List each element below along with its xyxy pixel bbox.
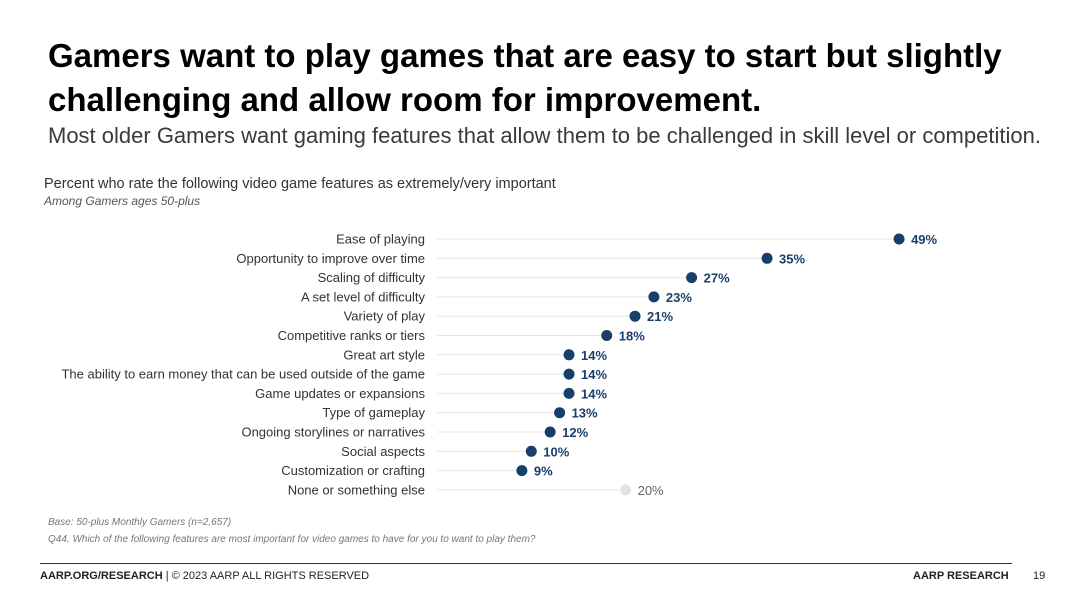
data-label: 14% [581,367,607,382]
category-label: Social aspects [341,444,425,459]
data-point [601,330,613,341]
data-label: 18% [619,329,645,344]
category-label: Variety of play [344,309,426,324]
category-label: Ongoing storylines or narratives [241,425,425,440]
data-label: 13% [572,406,598,421]
category-label: None or something else [288,482,425,497]
data-label: 49% [911,232,937,247]
category-label: Game updates or expansions [255,386,425,401]
dot-chart: Ease of playing 49% Opportunity to improve… [61,232,937,498]
category-label: The ability to earn money that can be us… [61,367,425,382]
category-label: Competitive ranks or tiers [278,328,426,343]
question-footnote: Q44. Which of the following features are… [48,534,536,545]
data-point [563,368,575,380]
data-point [563,387,575,399]
data-point [563,349,575,361]
data-point [761,252,773,264]
data-label: 9% [534,464,553,479]
data-point [516,465,528,477]
data-label: 14% [581,386,607,401]
category-label: Ease of playing [336,232,425,247]
data-label: 21% [647,309,673,324]
footer-divider [40,563,1012,564]
category-label: Opportunity to improve over time [236,251,425,266]
category-label: Customization or crafting [281,463,425,478]
data-label: 12% [562,425,588,440]
data-point [554,407,566,419]
page-subtitle: Most older Gamers want gaming features t… [48,123,1041,148]
page-title: Gamers want to play games that are easy … [48,37,1002,118]
chart-title: Percent who rate the following video gam… [44,176,556,192]
category-label: A set level of difficulty [301,289,426,304]
category-label: Type of gameplay [322,405,425,420]
footer-source: AARP.ORG/RESEARCH | © 2023 AARP ALL RIGH… [40,570,369,582]
data-point [648,291,660,303]
data-label: 10% [543,444,569,459]
footer-copyright: | © 2023 AARP ALL RIGHTS RESERVED [162,570,370,582]
data-point [629,310,641,322]
data-label: 20% [638,483,664,498]
data-point [544,426,556,438]
data-label: 23% [666,290,692,305]
data-label: 27% [704,271,730,286]
data-label: 14% [581,348,607,363]
page-number: 19 [1033,570,1046,582]
chart-subtitle: Among Gamers ages 50-plus [44,194,201,208]
category-label: Great art style [343,347,425,362]
footer-source-link[interactable]: AARP.ORG/RESEARCH [40,570,163,582]
data-point [893,233,905,245]
data-point [620,484,632,496]
data-point [525,445,537,457]
category-label: Scaling of difficulty [318,270,426,285]
footer-brand: AARP RESEARCH [913,570,1009,582]
data-point [686,272,698,284]
data-label: 35% [779,251,805,266]
base-footnote: Base: 50-plus Monthly Gamers (n=2,657) [48,517,232,528]
